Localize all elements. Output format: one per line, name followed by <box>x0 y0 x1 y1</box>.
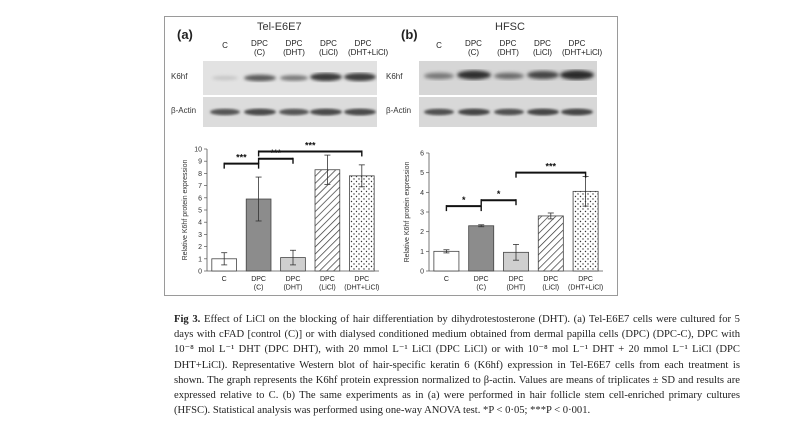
y-tick-label: 0 <box>420 269 424 276</box>
panel-b-lane-label: DPC (LiCl) <box>532 39 553 57</box>
caption-text: Effect of LiCl on the blocking of hair d… <box>174 314 740 417</box>
panel-b-actin-blot <box>419 97 597 127</box>
panel-b-lane-label: DPC (C) <box>465 39 482 57</box>
y-tick-label: 10 <box>194 147 202 154</box>
x-tick-label: (LiCl) <box>319 285 336 292</box>
y-tick-label: 8 <box>198 171 202 178</box>
x-tick-label: DPC <box>474 276 489 283</box>
panel-a-lane-label: DPC (C) <box>251 39 268 57</box>
bar <box>349 175 375 272</box>
panel-a-label: (a) <box>177 27 193 42</box>
panel-b-label: (b) <box>401 27 418 42</box>
x-tick-label: DPC <box>578 276 593 283</box>
y-tick-label: 3 <box>198 232 202 239</box>
bar <box>537 215 564 272</box>
panel-a-lane-label: C <box>222 41 228 50</box>
significance-label: *** <box>271 148 282 158</box>
x-tick-label: (DHT+LiCl) <box>344 285 379 292</box>
panel-a-actin-blot <box>203 97 377 127</box>
bar <box>468 225 495 272</box>
significance-label: *** <box>546 162 557 172</box>
x-tick-label: (DHT) <box>506 285 525 292</box>
y-tick-label: 5 <box>420 170 424 177</box>
panel-b-lane-label: DPC (DHT) <box>497 39 519 57</box>
y-tick-label: 4 <box>420 190 424 197</box>
y-axis-label: Relative K6hf protein expression <box>182 160 189 261</box>
y-tick-label: 5 <box>198 208 202 215</box>
panel-b-chart: 0 1 2 3 4 5 6 Relative K6hf protein expression C… <box>404 151 603 292</box>
x-tick-label: C <box>222 276 227 283</box>
y-tick-label: 3 <box>420 210 424 217</box>
y-axis-label: Relative K6hf protein expression <box>404 162 411 263</box>
x-tick-label: DPC <box>509 276 524 283</box>
x-tick-label: DPC <box>286 276 301 283</box>
panel-b-lane-label: DPC (DHT+LiCl) <box>562 39 603 57</box>
y-tick-label: 6 <box>198 195 202 202</box>
x-tick-label: (DHT+LiCl) <box>568 285 603 292</box>
y-tick-label: 0 <box>198 269 202 276</box>
x-tick-label: (LiCl) <box>542 285 559 292</box>
panel-a-k6hf-blot <box>203 61 377 95</box>
panel-b-title: HFSC <box>495 21 525 33</box>
bar <box>314 169 341 272</box>
x-tick-label: (C) <box>476 285 486 292</box>
figure-frame: (a) Tel-E6E7 C DPC (C) DPC (DHT) DPC (LiCl)… <box>164 16 618 296</box>
panel-a-k6hf-label: K6hf <box>171 72 188 81</box>
significance-label: *** <box>236 153 247 163</box>
y-tick-label: 2 <box>420 229 424 236</box>
caption-label: Fig 3. <box>174 314 201 325</box>
panel-a-title: Tel-E6E7 <box>257 21 302 33</box>
panel-a-lane-label: DPC (DHT) <box>283 39 305 57</box>
panel-b-lane-label: C <box>436 41 442 50</box>
bar <box>433 250 460 272</box>
panel-b-k6hf-label: K6hf <box>386 72 403 81</box>
x-tick-label: (C) <box>254 285 264 292</box>
significance-label: * <box>497 189 501 199</box>
significance-label: * <box>462 195 466 205</box>
x-tick-label: DPC <box>251 276 266 283</box>
panel-b-actin-label: β-Actin <box>386 106 412 115</box>
y-tick-label: 1 <box>198 256 202 263</box>
panel-a-actin-label: β-Actin <box>171 106 197 115</box>
y-tick-label: 1 <box>420 249 424 256</box>
panel-a-chart: 0 1 2 3 4 5 6 7 8 9 10 Relative K6hf protein expres… <box>182 140 379 292</box>
panel-a-lane-label: DPC (LiCl) <box>318 39 339 57</box>
x-tick-label: C <box>444 276 449 283</box>
y-tick-label: 7 <box>198 183 202 190</box>
y-tick-label: 4 <box>198 220 202 227</box>
x-tick-label: DPC <box>320 276 335 283</box>
panel-a-lane-label: DPC (DHT+LiCl) <box>348 39 389 57</box>
x-tick-label: DPC <box>354 276 369 283</box>
figure-caption: Fig 3. Effect of LiCl on the blocking of… <box>174 312 740 418</box>
y-tick-label: 9 <box>198 159 202 166</box>
x-tick-label: (DHT) <box>283 285 302 292</box>
significance-label: *** <box>305 140 316 150</box>
y-tick-label: 6 <box>420 151 424 158</box>
y-tick-label: 2 <box>198 244 202 251</box>
x-tick-label: DPC <box>543 276 558 283</box>
panel-b-k6hf-blot <box>419 61 597 95</box>
